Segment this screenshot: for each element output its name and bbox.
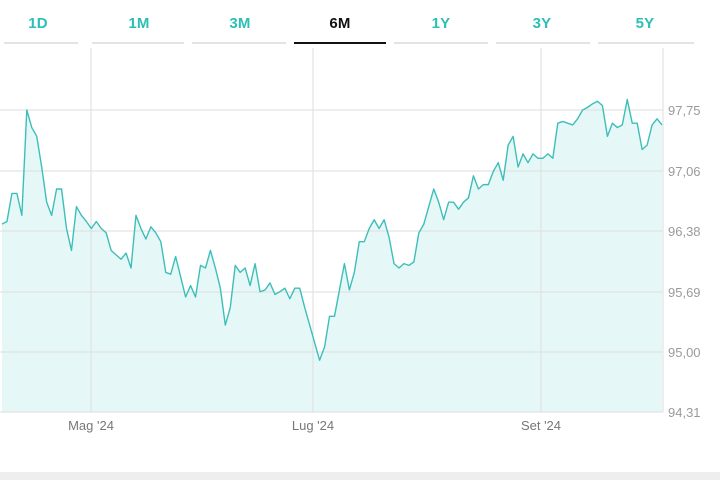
y-tick-label: 96,38: [668, 224, 701, 239]
tab-1m[interactable]: 1M: [88, 0, 188, 46]
y-tick-label: 94,31: [668, 405, 701, 420]
tab-label: 5Y: [635, 15, 655, 32]
y-tick-label: 97,06: [668, 164, 701, 179]
tab-label: 1Y: [431, 15, 451, 32]
x-tick-label: Lug '24: [292, 418, 334, 433]
tab-underline: [496, 42, 590, 44]
price-line: [1, 98, 663, 361]
tab-label: 3Y: [532, 15, 552, 32]
tab-underline: [92, 42, 184, 44]
tab-label: 1M: [128, 15, 150, 32]
x-tick-label: Set '24: [521, 418, 561, 433]
y-tick-label: 95,00: [668, 345, 701, 360]
x-tick-label: Mag '24: [68, 418, 114, 433]
tab-underline: [4, 42, 78, 44]
tab-label: 6M: [329, 15, 351, 32]
bottom-divider: [0, 472, 720, 480]
range-tabs: 1D 1M 3M 6M 1Y 3Y 5Y: [0, 0, 720, 46]
tab-1d[interactable]: 1D: [0, 0, 82, 46]
tab-underline: [598, 42, 694, 44]
tab-underline: [294, 42, 386, 44]
tab-1y[interactable]: 1Y: [390, 0, 492, 46]
tab-label: 3M: [229, 15, 251, 32]
tab-label: 1D: [28, 15, 48, 32]
tab-underline: [394, 42, 488, 44]
tab-3y[interactable]: 3Y: [492, 0, 594, 46]
tab-6m[interactable]: 6M: [290, 0, 390, 46]
tab-underline: [192, 42, 286, 44]
area-fill: [2, 99, 662, 412]
tab-5y[interactable]: 5Y: [594, 0, 698, 46]
y-tick-label: 95,69: [668, 285, 701, 300]
y-tick-label: 97,75: [668, 103, 701, 118]
tab-3m[interactable]: 3M: [188, 0, 290, 46]
